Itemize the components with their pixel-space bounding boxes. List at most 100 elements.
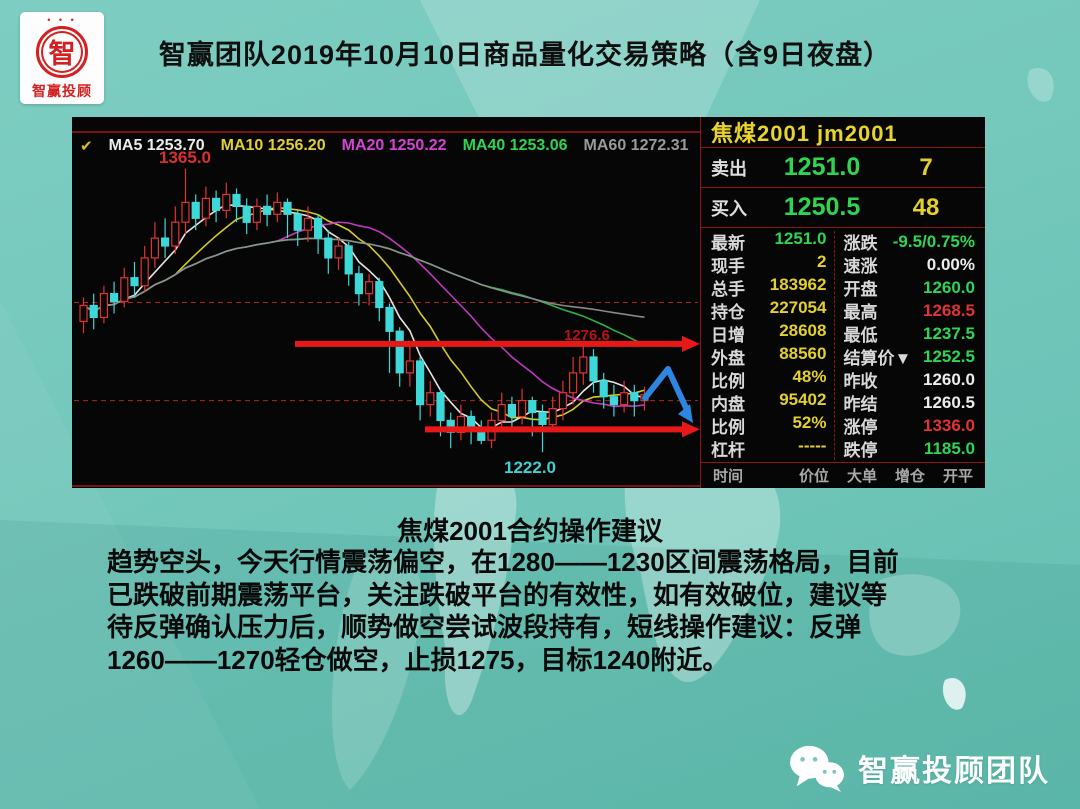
- ma5-label: MA5 1253.70: [108, 137, 205, 154]
- candlestick-chart-canvas: 1365.0 1222.0 1276.6: [72, 131, 700, 487]
- quote-cell: 比例 52%: [701, 413, 834, 438]
- quote-cell: 日增 28608: [701, 321, 834, 346]
- logo-brand-text: 智赢投顾: [32, 82, 92, 99]
- quote-value: 48%: [792, 367, 827, 386]
- quote-row: 内盘 95402 昨结 1260.5: [701, 390, 985, 415]
- quote-value: 1237.5: [922, 323, 975, 343]
- quote-label: 内盘: [711, 395, 745, 414]
- quote-label: 持仓: [711, 303, 745, 322]
- tab-position[interactable]: 增仓: [894, 468, 925, 485]
- quote-row: 外盘 88560 结算价▼ 1252.5: [701, 344, 985, 368]
- logo-seal-icon: 智: [36, 25, 88, 78]
- quote-label: 开盘: [843, 280, 878, 299]
- quote-cell: 总手 183962: [701, 275, 834, 300]
- ask-row: 卖出 1251.0 7: [701, 148, 985, 188]
- svg-text:1276.6: 1276.6: [564, 327, 610, 344]
- logo-seal-character: 智: [48, 39, 76, 69]
- quote-cell: 最高 1268.5: [834, 299, 985, 322]
- quote-value: 1260.0: [922, 369, 975, 389]
- quote-cell: 涨跌 -9.5/0.75%: [834, 230, 985, 253]
- ask-volume: 7: [919, 153, 933, 181]
- tab-price[interactable]: 价位: [798, 468, 829, 485]
- quote-cell: 涨停 1336.0: [834, 414, 985, 437]
- advice-body: 趋势空头，今天行情震荡偏空，在1280——1230区间震荡格局，目前 已跌破前期…: [107, 546, 977, 676]
- quote-label: 杠杆: [711, 441, 745, 460]
- ma-indicator-row: ✔ MA5 1253.70 MA10 1256.20 MA20 1250.22 …: [80, 137, 689, 155]
- contract-title: 焦煤2001 jm2001: [701, 117, 985, 148]
- tab-bigorder[interactable]: 大单: [846, 468, 877, 485]
- ma20-label: MA20 1250.22: [341, 137, 447, 154]
- quote-cell: 昨结 1260.5: [834, 391, 985, 414]
- quote-row: 比例 48% 昨收 1260.0: [701, 367, 985, 392]
- quote-label: 比例: [711, 418, 745, 437]
- quote-row: 杠杆 ----- 跌停 1185.0: [701, 436, 985, 461]
- wechat-icon: [790, 745, 844, 793]
- quote-value: 28608: [779, 321, 827, 340]
- quote-label: 总手: [711, 280, 745, 299]
- quote-detail-grid: 最新 1251.0 涨跌 -9.5/0.75% 现手 2 速涨 0.00% 总手 1839…: [701, 228, 985, 462]
- quote-value: 1268.5: [922, 300, 975, 320]
- quote-value: -9.5/0.75%: [892, 231, 975, 251]
- tab-openclose[interactable]: 开平: [942, 468, 973, 485]
- quote-label: 现手: [711, 257, 745, 276]
- quote-value: 2: [817, 252, 827, 271]
- svg-text:1222.0: 1222.0: [504, 458, 556, 477]
- advice-line: 已跌破前期震荡平台，关注跌破平台的有效性，如有效破位，建议等: [107, 579, 888, 610]
- logo-dots-decoration: • • •: [47, 14, 77, 25]
- bid-price: 1250.5: [783, 193, 861, 221]
- quote-cell: 杠杆 -----: [701, 436, 834, 461]
- quote-row: 持仓 227054 最高 1268.5: [701, 298, 985, 322]
- quote-value: 227054: [769, 298, 827, 317]
- quote-label: 跌停: [843, 441, 878, 460]
- quote-cell: 昨收 1260.0: [834, 368, 985, 391]
- quote-row: 比例 52% 涨停 1336.0: [701, 413, 985, 438]
- quote-value: 88560: [779, 344, 827, 363]
- bid-label: 买入: [711, 198, 747, 219]
- quote-cell: 比例 48%: [701, 367, 834, 392]
- quote-value: 0.00%: [926, 254, 975, 274]
- quote-cell: 开盘 1260.0: [834, 276, 985, 299]
- quote-label: 最高: [843, 303, 878, 322]
- quote-value: 1260.5: [922, 392, 975, 412]
- quote-label: 外盘: [711, 349, 745, 368]
- quote-label: 速涨: [843, 257, 878, 276]
- tab-time[interactable]: 时间: [713, 468, 744, 485]
- bid-volume: 48: [912, 193, 940, 221]
- quote-row: 最新 1251.0 涨跌 -9.5/0.75%: [701, 229, 985, 254]
- quote-cell: 最新 1251.0: [701, 229, 834, 254]
- quote-cell: 最低 1237.5: [834, 322, 985, 345]
- trading-terminal: 1365.0 1222.0 1276.6 ✔ MA5 1253.70 MA10 12…: [72, 117, 985, 488]
- indicator-toggle-icon[interactable]: ✔: [80, 138, 93, 155]
- footer-brand-text: 智赢投顾团队: [858, 755, 1050, 788]
- quote-value: 1260.0: [922, 277, 975, 297]
- quote-label: 昨收: [843, 372, 878, 391]
- page-title: 智赢团队2019年10月10日商品量化交易策略（含9日夜盘）: [158, 40, 892, 70]
- quote-row: 现手 2 速涨 0.00%: [701, 252, 985, 277]
- ma60-label: MA60 1272.31: [583, 137, 689, 154]
- quote-label: 昨结: [843, 395, 878, 414]
- advice-line: 待反弹确认压力后，顺势做空尝试波段持有，短线操作建议：反弹: [107, 612, 862, 642]
- company-logo: • • • 智 智赢投顾: [20, 12, 104, 104]
- quote-value: 1185.0: [923, 438, 975, 458]
- ask-price: 1251.0: [783, 153, 861, 181]
- candlestick-chart: 1365.0 1222.0 1276.6 ✔ MA5 1253.70 MA10 12…: [72, 117, 700, 488]
- quote-label: 比例: [711, 372, 745, 391]
- quote-label: 最低: [843, 326, 878, 345]
- footer-watermark: 智赢投顾团队: [788, 743, 1050, 793]
- quote-value: 1336.0: [922, 415, 975, 435]
- quote-label: 涨停: [843, 418, 878, 437]
- ma40-label: MA40 1253.06: [462, 137, 568, 154]
- quote-cell: 现手 2: [701, 252, 834, 277]
- quote-cell: 速涨 0.00%: [834, 253, 985, 276]
- quote-row: 日增 28608 最低 1237.5: [701, 321, 985, 346]
- quote-panel: 焦煤2001 jm2001 卖出 1251.0 7 买入 1250.5 48 最…: [700, 117, 985, 488]
- ma10-label: MA10 1256.20: [220, 137, 326, 154]
- panel-tab-bar: 时间 价位 大单 增仓 开平: [701, 462, 985, 488]
- quote-value: 1251.0: [774, 229, 827, 248]
- quote-label: 日增: [711, 326, 745, 345]
- advice-line: 1260——1270轻仓做空，止损1275，目标1240附近。: [107, 644, 729, 675]
- quote-label: 涨跌: [843, 234, 878, 253]
- quote-cell: 内盘 95402: [701, 390, 834, 415]
- settlement-price-dropdown[interactable]: 结算价▼: [843, 349, 912, 368]
